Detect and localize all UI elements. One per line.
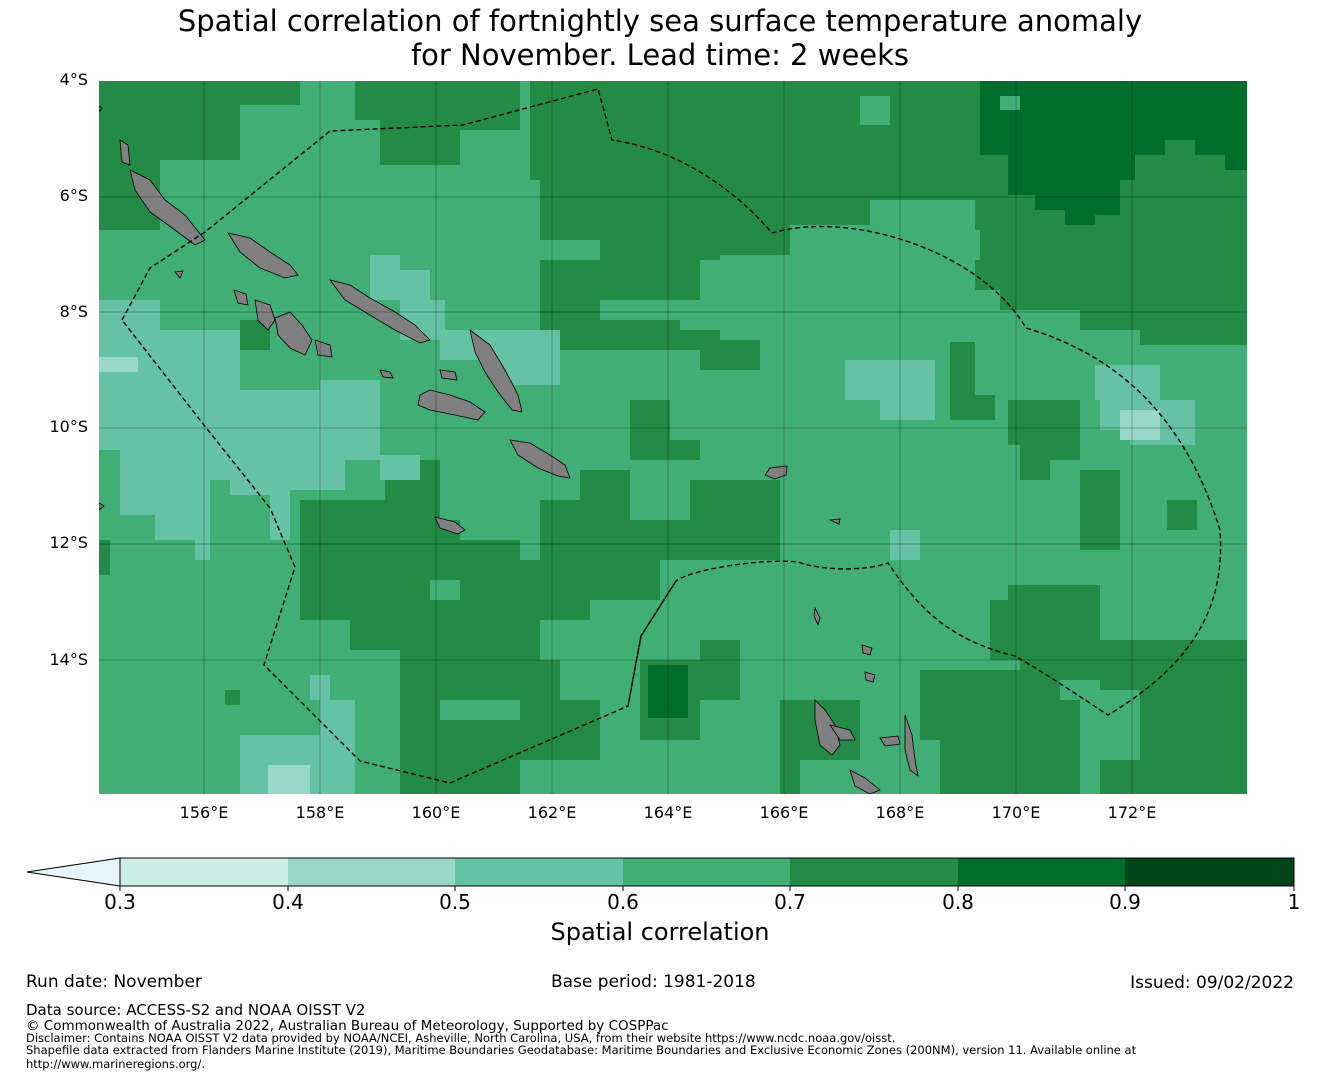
field-05-06	[99, 255, 1195, 794]
chart-title-line2: for November. Lead time: 2 weeks	[410, 38, 910, 72]
colorbar-bin-08-09	[958, 858, 1125, 886]
lat-label-10s: 10°S	[49, 417, 88, 436]
lat-label-8s: 8°S	[59, 302, 88, 321]
solomon-islands-eez	[121, 88, 1222, 784]
lon-label-164e: 164°E	[643, 803, 693, 822]
colorbar-tick: 0.3	[104, 890, 136, 914]
colorbar-extend-arrow	[26, 857, 121, 887]
field-08-09	[648, 81, 1247, 718]
chart-title-line1: Spatial correlation of fortnightly sea s…	[177, 4, 1143, 38]
field-06-07	[130, 81, 1140, 750]
eez-boundaries	[121, 88, 1222, 784]
colorbar-bin-09-10	[1125, 858, 1294, 886]
lat-label-12s: 12°S	[49, 533, 88, 552]
colorbar-bin-03-04	[120, 858, 288, 886]
colorbar-tick: 0.9	[1109, 890, 1141, 914]
lat-label-14s: 14°S	[49, 650, 88, 669]
lon-label-168e: 168°E	[875, 803, 925, 822]
colorbar-bin-04-05	[288, 858, 455, 886]
lon-label-170e: 170°E	[991, 803, 1041, 822]
colorbar-tick: 1	[1287, 890, 1301, 914]
colorbar-bin-05-06	[455, 858, 623, 886]
run-date: Run date: November	[26, 972, 202, 992]
colorbar-bin-06-07	[623, 858, 790, 886]
data-source: Data source: ACCESS-S2 and NOAA OISST V2	[26, 1001, 366, 1019]
base-period: Base period: 1981-2018	[551, 972, 756, 992]
lon-label-172e: 172°E	[1107, 803, 1157, 822]
colorbar-tick: 0.7	[774, 890, 806, 914]
lon-label-158e: 158°E	[295, 803, 345, 822]
issued-date: Issued: 09/02/2022	[1130, 973, 1294, 993]
colorbar-tick: 0.8	[942, 890, 974, 914]
colorbar-tick: 0.4	[272, 890, 304, 914]
colorbar-bin-07-08	[790, 858, 958, 886]
lat-label-4s: 4°S	[59, 70, 88, 89]
lat-label-6s: 6°S	[59, 186, 88, 205]
copyright: © Commonwealth of Australia 2022, Austra…	[26, 1018, 669, 1034]
inner-boundary	[627, 580, 677, 707]
lon-label-166e: 166°E	[759, 803, 809, 822]
lon-label-156e: 156°E	[179, 803, 229, 822]
lon-label-162e: 162°E	[527, 803, 577, 822]
disclaimer: Disclaimer: Contains NOAA OISST V2 data …	[26, 1031, 896, 1045]
colorbar-tick: 0.6	[607, 890, 639, 914]
colorbar-frame	[119, 857, 1295, 887]
field-04-05	[99, 357, 1160, 794]
colorbar-tick: 0.5	[439, 890, 471, 914]
lon-label-160e: 160°E	[411, 803, 461, 822]
colorbar	[26, 857, 1295, 891]
colorbar-label: Spatial correlation	[550, 918, 770, 946]
shapefile-credit: Shapefile data extracted from Flanders M…	[26, 1043, 1137, 1071]
graticule	[99, 81, 1247, 794]
correlation-field	[99, 81, 1247, 794]
land-masses	[99, 105, 919, 794]
